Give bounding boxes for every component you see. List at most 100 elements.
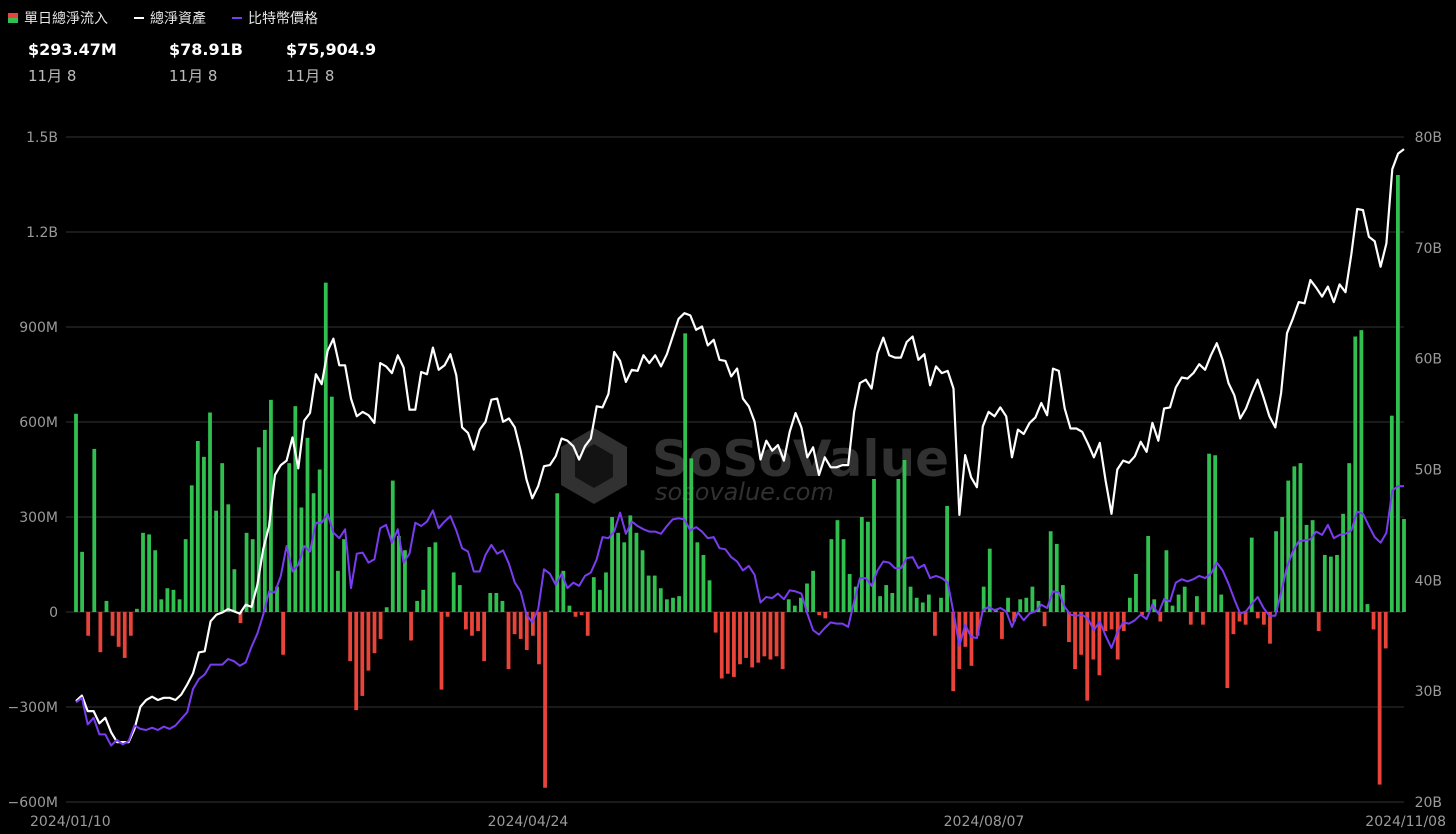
inflow-bar [202, 456, 206, 612]
inflow-bar [372, 612, 377, 654]
btc-price-line [75, 485, 1404, 747]
inflow-bar [238, 612, 243, 624]
inflow-bar [768, 612, 773, 660]
inflow-bar [183, 539, 188, 612]
inflow-bar [396, 536, 401, 612]
inflow-bar [110, 612, 115, 636]
inflow-bar [762, 612, 767, 657]
inflow-bar [323, 282, 328, 612]
inflow-bar [1042, 612, 1047, 627]
inflow-bar [1164, 550, 1169, 612]
inflow-bar [902, 460, 907, 612]
stat-total-net-assets: $78.91B 11月 8 [169, 40, 309, 86]
legend-item-btc-price[interactable]: 比特幣價格 [232, 8, 318, 28]
inflow-bar [476, 612, 480, 631]
inflow-bar [750, 612, 755, 668]
inflow-bar [646, 575, 651, 612]
inflow-bar [1268, 612, 1272, 644]
inflow-bar [604, 572, 608, 612]
inflow-bar [969, 612, 974, 666]
legend-label: 單日總淨流入 [24, 11, 108, 27]
inflow-bar [512, 612, 517, 635]
gridlines [66, 136, 1404, 803]
inflow-bar [555, 493, 560, 612]
inflow-bar [177, 599, 182, 612]
inflow-bar [701, 555, 706, 612]
inflow-bar [573, 612, 578, 617]
inflow-bar [329, 396, 334, 612]
inflow-bar [463, 612, 468, 630]
inflow-bar [1097, 612, 1102, 676]
inflow-bar [1024, 597, 1029, 612]
inflow-bar [342, 539, 346, 612]
inflow-bar [774, 612, 779, 657]
inflow-bar [153, 550, 158, 612]
inflow-bar [1286, 480, 1291, 612]
y-right-tick-label: 80B [1415, 130, 1442, 146]
inflow-bar [1365, 604, 1370, 612]
inflow-bar [585, 612, 590, 636]
inflow-bar [305, 437, 310, 612]
inflow-bar [719, 612, 724, 679]
inflow-bar [1213, 455, 1218, 612]
inflow-bar [683, 333, 688, 612]
inflow-bar [799, 597, 803, 612]
inflow-bar [451, 572, 456, 612]
inflow-bar [1000, 612, 1004, 639]
inflow-bar [908, 586, 913, 612]
inflow-bar [1329, 556, 1333, 612]
inflow-bar [1158, 612, 1163, 622]
inflow-bar [384, 607, 389, 612]
inflow-bar [378, 612, 383, 639]
inflow-bar [1134, 574, 1138, 612]
stat-btc-price: $75,904.9 11月 8 [286, 40, 426, 86]
inflow-bar [725, 612, 730, 674]
line-icon [232, 17, 242, 19]
inflow-bar [256, 447, 261, 612]
inflow-bar [1225, 612, 1230, 688]
inflow-bar [1079, 612, 1084, 655]
x-tick-label: 2024/04/24 [488, 814, 569, 830]
inflow-bar [244, 532, 249, 612]
inflow-bar [872, 479, 876, 612]
y-axis-left: −600M −300M 0 300M 600M 900M 1.2B 1.5B [7, 130, 58, 811]
inflow-bar [1341, 513, 1345, 612]
inflow-bar [421, 589, 426, 612]
inflow-bar [829, 539, 834, 612]
inflow-bar [933, 612, 937, 636]
up-down-bar-icon [8, 13, 18, 23]
inflow-bar [847, 574, 852, 612]
inflow-bar [975, 612, 980, 636]
inflow-bar [579, 612, 584, 616]
inflow-bar [634, 532, 639, 612]
inflow-bar [1182, 586, 1187, 612]
inflow-bar [853, 586, 858, 612]
inflow-bar [1396, 175, 1400, 612]
inflow-bar [214, 510, 218, 612]
inflow-bar [1262, 612, 1266, 625]
inflow-bar [677, 596, 681, 612]
inflow-bar [409, 612, 413, 641]
legend-item-daily-net-inflow[interactable]: 單日總淨流入 [8, 8, 108, 28]
inflow-bar [524, 612, 529, 650]
inflow-bar [1243, 612, 1248, 625]
inflow-bar [1188, 612, 1193, 625]
inflow-bar [817, 612, 822, 616]
inflow-bar [707, 580, 712, 612]
inflow-bar [506, 612, 511, 669]
inflow-bar [866, 521, 870, 612]
inflow-bar [366, 612, 371, 671]
net-assets-line [75, 148, 1405, 744]
watermark-brand: SoSoValue [652, 430, 949, 488]
inflow-bar [1103, 612, 1108, 631]
inflow-bar [122, 612, 127, 658]
inflow-bar [299, 507, 304, 612]
inflow-bar [987, 548, 992, 612]
legend-item-total-net-assets[interactable]: 總淨資產 [134, 8, 206, 28]
inflow-bar [738, 612, 742, 665]
stat-date: 11月 8 [28, 67, 77, 85]
inflow-bar [1030, 586, 1035, 612]
inflow-bar [805, 583, 809, 612]
y-left-tick-label: 1.5B [26, 130, 58, 146]
